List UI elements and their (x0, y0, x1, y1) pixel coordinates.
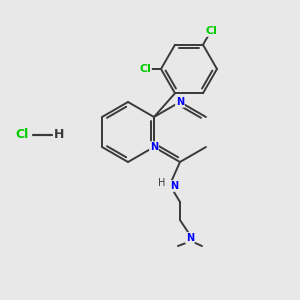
Text: N: N (150, 142, 158, 152)
Text: N: N (186, 233, 194, 243)
Text: N: N (176, 97, 184, 107)
Text: N: N (170, 181, 178, 191)
Text: Cl: Cl (139, 64, 151, 74)
Text: H: H (54, 128, 64, 142)
Text: Cl: Cl (205, 26, 217, 36)
Text: Cl: Cl (15, 128, 28, 142)
Text: H: H (158, 178, 166, 188)
